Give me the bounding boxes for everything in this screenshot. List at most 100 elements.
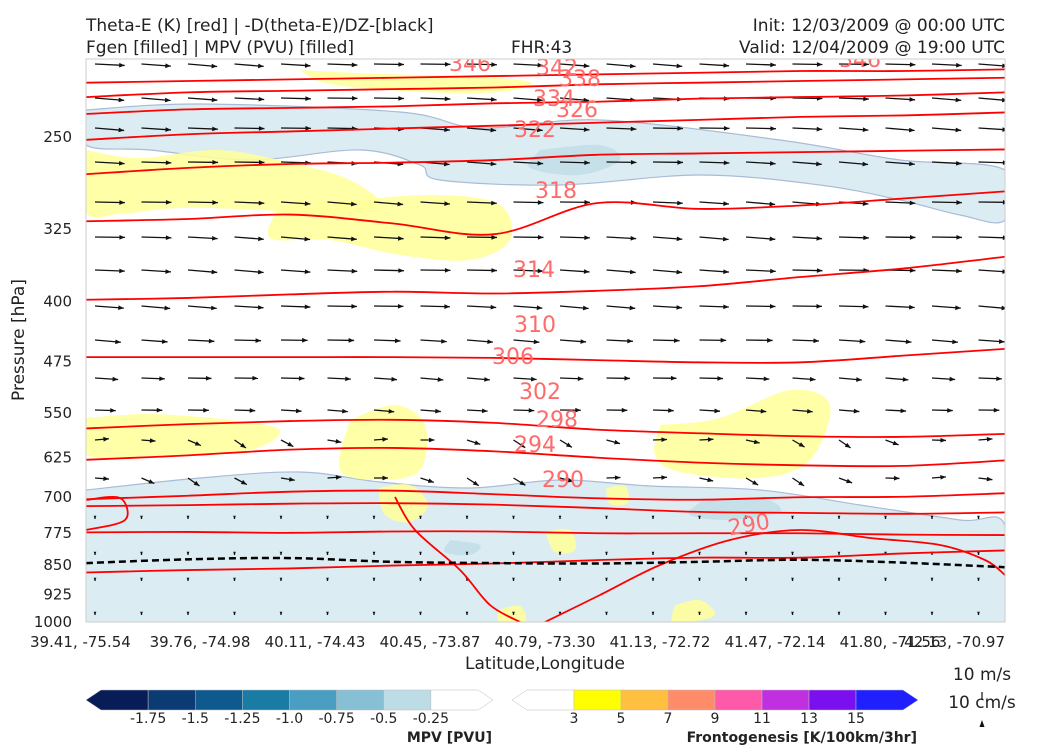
vector-head xyxy=(212,160,218,165)
vector-arrow xyxy=(327,475,342,480)
vector-head xyxy=(537,160,544,166)
vector-arrow xyxy=(94,408,116,413)
vector-head xyxy=(119,268,125,274)
vector-head xyxy=(186,515,190,519)
vector-head xyxy=(398,96,404,101)
vector-head xyxy=(816,126,823,132)
vector-head xyxy=(677,126,683,131)
vector-head xyxy=(996,376,1002,382)
vector-arrow xyxy=(652,375,677,381)
vector-arrow xyxy=(652,338,680,343)
vector-arrow xyxy=(186,515,190,519)
vector-head xyxy=(630,235,637,241)
vector-head xyxy=(723,269,729,275)
vector-head xyxy=(351,95,358,101)
vector-head xyxy=(186,551,190,555)
vector-arrow xyxy=(513,160,544,166)
vector-arrow xyxy=(420,61,451,67)
vector-arrow xyxy=(978,436,993,442)
vector-arrow xyxy=(744,611,748,615)
vector-arrow xyxy=(512,611,515,615)
vector-arrow xyxy=(885,62,916,67)
vector-head xyxy=(909,235,916,240)
fhr-label: FHR:43 xyxy=(511,38,573,58)
vector-arrow xyxy=(606,475,621,481)
vector-head xyxy=(419,577,422,581)
vector-arrow xyxy=(373,268,404,273)
vector-arrow xyxy=(373,303,404,309)
vector-head xyxy=(770,62,776,68)
vector-arrow xyxy=(744,551,748,555)
vector-arrow xyxy=(745,376,770,382)
vector-arrow xyxy=(373,236,404,241)
vector-arrow xyxy=(234,236,264,242)
vector-arrow xyxy=(280,439,294,448)
vector-arrow xyxy=(792,161,822,167)
vector-arrow xyxy=(326,611,329,615)
vector-head xyxy=(537,268,544,274)
vector-head xyxy=(93,611,97,615)
vector-head xyxy=(900,408,907,414)
vector-head xyxy=(119,200,125,205)
vector-head xyxy=(211,305,217,311)
vector-arrow xyxy=(465,611,469,615)
vector-head xyxy=(326,515,329,519)
x-tick-label: 41.47, -72.14 xyxy=(725,633,826,651)
vector-arrow xyxy=(280,236,311,242)
vector-head xyxy=(474,440,481,445)
vector-arrow xyxy=(558,515,562,519)
vector-arrow xyxy=(699,160,730,166)
vector-head xyxy=(351,236,357,242)
vector-head xyxy=(651,611,655,615)
vector-arrow xyxy=(698,515,701,519)
vector-arrow xyxy=(234,96,265,102)
vector-head xyxy=(372,577,376,581)
vector-head xyxy=(714,408,721,414)
vector-head xyxy=(955,127,962,133)
vector-arrow xyxy=(93,515,97,519)
vector-head xyxy=(419,551,422,555)
vector-arrow xyxy=(187,126,218,132)
vector-head xyxy=(326,611,329,615)
vector-arrow xyxy=(466,97,497,102)
vector-arrow xyxy=(606,338,633,344)
frontogenesis-region-1 xyxy=(267,194,513,261)
fgen-colorbar: 3 5 7 9 11 13 15 Frontogenesis [K/100km/3hr] xyxy=(511,689,919,746)
vector-arrow xyxy=(651,611,655,615)
vector-arrow xyxy=(698,551,701,555)
mpv-colorbar-swatch xyxy=(85,689,149,711)
vector-head xyxy=(444,304,450,309)
fgen-colorbar-swatch xyxy=(714,689,763,711)
vector-arrow xyxy=(931,160,962,166)
vector-head xyxy=(769,304,776,309)
vector-arrow xyxy=(745,236,776,242)
vector-arrow xyxy=(605,515,608,519)
vector-head xyxy=(388,408,395,414)
vector-arrow xyxy=(698,577,701,581)
vector-arrow xyxy=(559,439,573,448)
title-line-2: Fgen [filled] | MPV (PVU) [filled] xyxy=(86,38,355,58)
vector-head xyxy=(326,577,329,581)
vector-arrow xyxy=(326,515,329,519)
vector-arrow xyxy=(327,338,355,343)
vector-key-horizontal: 10 m/s xyxy=(953,665,1011,685)
vector-head xyxy=(115,339,121,345)
vector-arrow xyxy=(838,377,862,382)
theta-e-label: 298 xyxy=(536,408,578,433)
vector-head xyxy=(211,97,218,103)
vector-head xyxy=(472,480,479,486)
mpv-colorbar-swatch xyxy=(336,689,384,711)
vector-arrow xyxy=(420,477,435,483)
vector-head xyxy=(164,305,171,311)
vector-head xyxy=(905,339,912,345)
vector-arrow xyxy=(420,377,444,382)
vector-head xyxy=(512,515,515,519)
vector-head xyxy=(698,611,701,615)
vector-arrow xyxy=(234,477,248,486)
vector-arrow xyxy=(466,477,480,487)
vector-arrow xyxy=(651,577,655,581)
fgen-colorbar-tick: 5 xyxy=(617,711,626,727)
vector-arrow xyxy=(885,304,915,310)
vector-head xyxy=(816,62,823,67)
vector-head xyxy=(110,408,116,413)
